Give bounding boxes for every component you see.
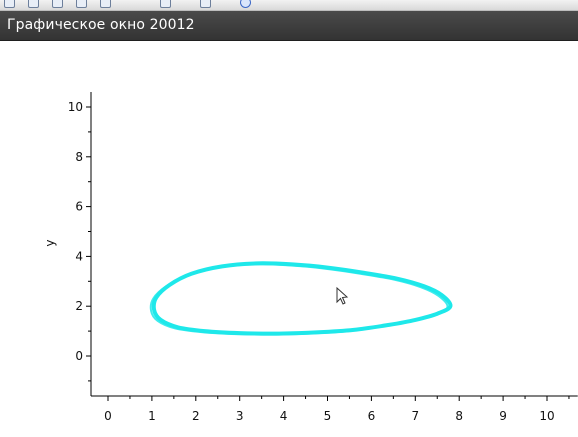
x-tick-label: 9	[499, 409, 507, 423]
select-icon[interactable]	[100, 0, 111, 8]
rotate-icon[interactable]	[28, 0, 39, 8]
plot-area[interactable]: 0 2 4 6 8 10 0 1 2 3 4 5 6 7 8 9 10 y	[0, 41, 578, 433]
x-tick-label: 0	[104, 409, 112, 423]
y-tick-label: 10	[68, 100, 83, 114]
window-titlebar[interactable]: Графическое окно 20012	[0, 11, 578, 41]
zoom-icon[interactable]	[4, 0, 15, 8]
x-tick-label: 8	[455, 409, 463, 423]
x-tick-label: 1	[148, 409, 156, 423]
y-tick-label: 4	[75, 249, 83, 263]
help-icon[interactable]	[240, 0, 251, 8]
series-line-overlap	[149, 263, 449, 336]
x-tick-label: 6	[368, 409, 376, 423]
datatip-icon[interactable]	[76, 0, 87, 8]
copy-icon[interactable]	[200, 0, 211, 8]
edit-icon[interactable]	[160, 0, 171, 8]
y-tick-label: 0	[75, 349, 83, 363]
series-curve	[149, 261, 453, 336]
axes: 0 2 4 6 8 10 0 1 2 3 4 5 6 7 8 9 10	[68, 92, 578, 423]
x-tick-label: 2	[192, 409, 200, 423]
y-tick-label: 6	[75, 200, 83, 214]
window-title: Графическое окно 20012	[7, 17, 195, 33]
y-tick-label: 8	[75, 150, 83, 164]
plot-canvas[interactable]: 0 2 4 6 8 10 0 1 2 3 4 5 6 7 8 9 10 y	[0, 41, 578, 433]
x-tick-label: 5	[324, 409, 332, 423]
mouse-cursor-icon	[336, 286, 349, 305]
pan-icon[interactable]	[52, 0, 63, 8]
x-tick-label: 3	[236, 409, 244, 423]
x-tick-label: 10	[539, 409, 554, 423]
x-tick-label: 7	[411, 409, 419, 423]
y-axis-label: y	[43, 239, 57, 246]
y-tick-label: 2	[75, 299, 83, 313]
graphics-toolbar	[0, 0, 578, 11]
x-tick-label: 4	[280, 409, 288, 423]
